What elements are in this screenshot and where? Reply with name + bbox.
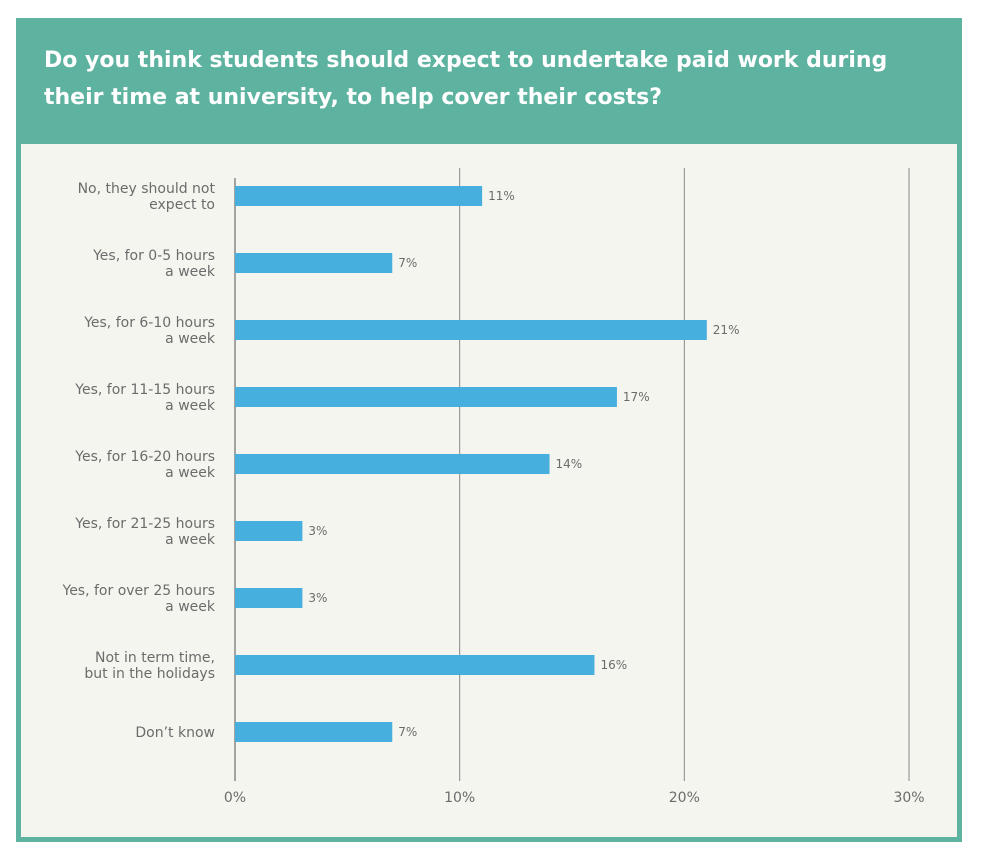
chart-panel: 0% 10% 20% 30% 11% No, they should not expect … (21, 144, 957, 837)
data-label: 7% (398, 256, 417, 270)
chart-header: Do you think students should expect to u… (16, 18, 962, 144)
bar-chart: 0% 10% 20% 30% 11% No, they should notexpect … (62, 168, 925, 806)
data-label: 11% (488, 189, 515, 203)
category-label: a week (165, 599, 216, 615)
chart-title: Do you think students should expect to u… (44, 48, 888, 110)
category-label: a week (165, 465, 216, 481)
bar (235, 655, 595, 675)
data-label: 7% (398, 725, 417, 739)
category-label: Not in term time, (95, 650, 215, 666)
category-label: a week (165, 398, 216, 414)
data-label: 3% (308, 591, 327, 605)
bar (235, 320, 707, 340)
category-label: Don’t know (135, 725, 215, 741)
bar (235, 521, 303, 541)
category-label: expect to (149, 197, 215, 213)
x-tick-label: 10% (444, 790, 475, 806)
bar (235, 186, 483, 206)
category-label: Yes, for over 25 hours (62, 583, 216, 599)
category-label: Yes, for 16-20 hours (74, 449, 215, 465)
x-tick-label: 20% (669, 790, 700, 806)
x-tick-label: 0% (224, 790, 246, 806)
bar (235, 722, 393, 742)
category-label: No, they should not (78, 181, 216, 197)
bar (235, 387, 617, 407)
x-tick-label: 30% (893, 790, 924, 806)
category-label: a week (165, 532, 216, 548)
data-label: 14% (556, 457, 583, 471)
data-label: 21% (713, 323, 740, 337)
category-label: Yes, for 21-25 hours (74, 516, 215, 532)
bar (235, 253, 393, 273)
category-label: Yes, for 11-15 hours (74, 382, 215, 398)
bar (235, 588, 303, 608)
chart-frame: Do you think students should expect to u… (16, 18, 962, 842)
data-label: 17% (623, 390, 650, 404)
bar (235, 454, 550, 474)
data-label: 3% (308, 524, 327, 538)
category-label: but in the holidays (84, 666, 215, 682)
category-label: a week (165, 331, 216, 347)
data-label: 16% (600, 658, 627, 672)
category-label: Yes, for 6-10 hours (83, 315, 215, 331)
category-label: Yes, for 0-5 hours (92, 248, 215, 264)
category-label: a week (165, 264, 216, 280)
